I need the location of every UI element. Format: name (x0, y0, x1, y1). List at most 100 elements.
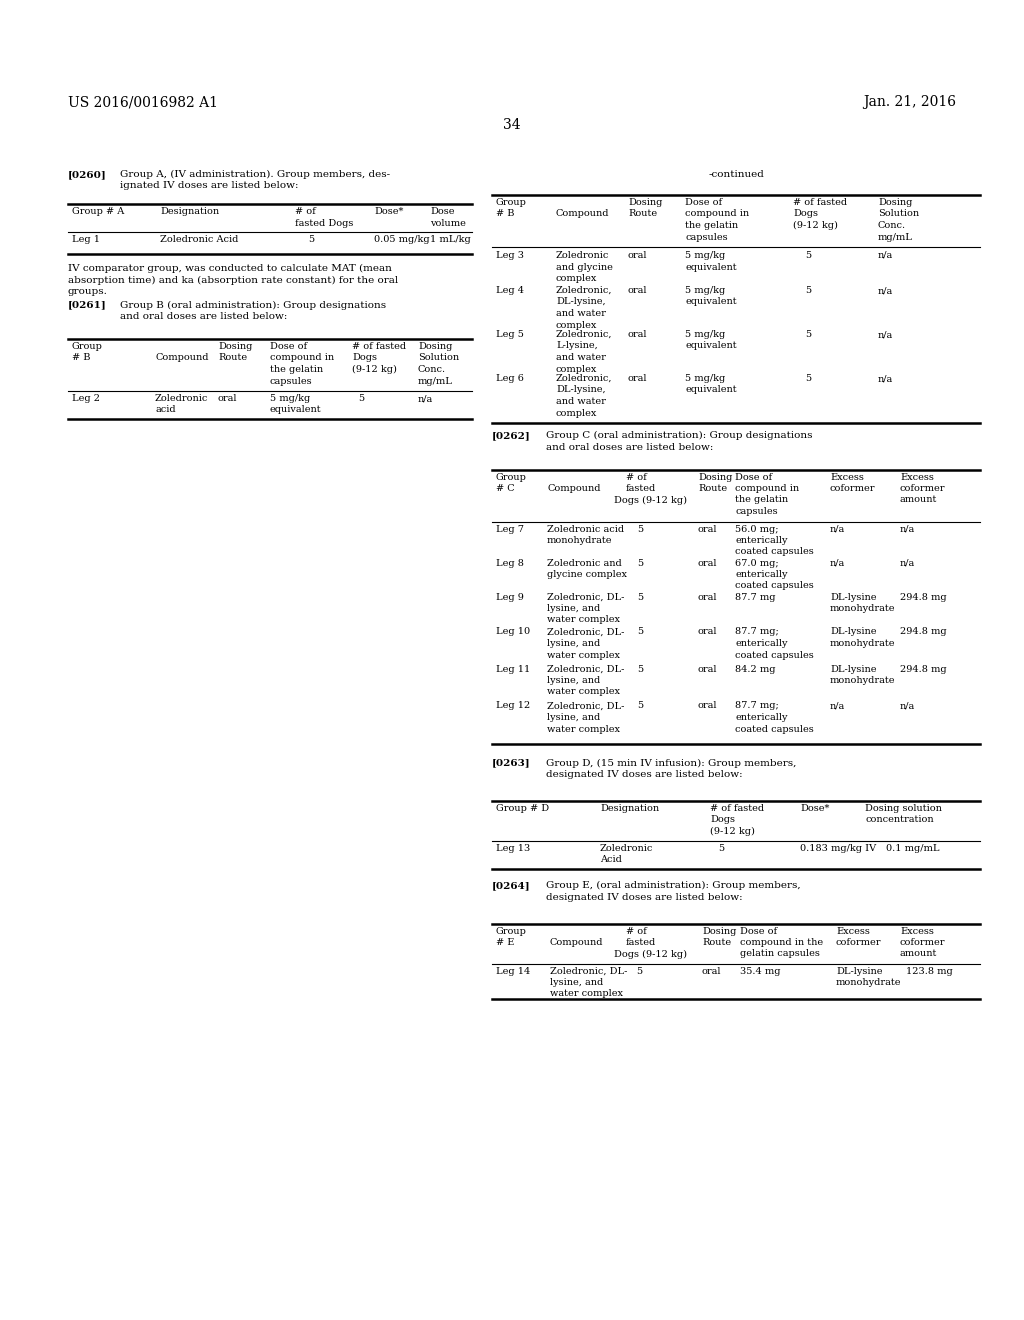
Text: 0.05 mg/kg: 0.05 mg/kg (374, 235, 430, 244)
Text: n/a: n/a (878, 251, 893, 260)
Text: 84.2 mg: 84.2 mg (735, 664, 775, 673)
Text: oral: oral (698, 701, 718, 710)
Text: 5: 5 (636, 966, 642, 975)
Text: n/a: n/a (878, 286, 893, 294)
Text: # of fasted: # of fasted (352, 342, 407, 351)
Text: Dose of: Dose of (735, 473, 772, 482)
Text: 5: 5 (637, 701, 643, 710)
Text: coated capsules: coated capsules (735, 548, 814, 557)
Text: 5: 5 (805, 251, 811, 260)
Text: compound in: compound in (270, 354, 334, 363)
Text: [0264]: [0264] (492, 880, 530, 890)
Text: the gelatin: the gelatin (735, 495, 788, 504)
Text: and water: and water (556, 352, 606, 362)
Text: [0262]: [0262] (492, 432, 530, 440)
Text: Dosing: Dosing (698, 473, 732, 482)
Text: gelatin capsules: gelatin capsules (740, 949, 820, 958)
Text: Compound: Compound (155, 354, 209, 363)
Text: volume: volume (430, 219, 466, 227)
Text: Group D, (15 min IV infusion): Group members,: Group D, (15 min IV infusion): Group mem… (546, 759, 797, 768)
Text: 87.7 mg: 87.7 mg (735, 593, 775, 602)
Text: enterically: enterically (735, 713, 787, 722)
Text: Zoledronic, DL-: Zoledronic, DL- (547, 593, 625, 602)
Text: Dosing: Dosing (878, 198, 912, 207)
Text: water complex: water complex (547, 651, 620, 660)
Text: designated IV doses are listed below:: designated IV doses are listed below: (546, 892, 742, 902)
Text: complex: complex (556, 408, 597, 417)
Text: equivalent: equivalent (270, 405, 322, 414)
Text: capsules: capsules (685, 232, 728, 242)
Text: Zoledronic, DL-: Zoledronic, DL- (550, 966, 628, 975)
Text: coated capsules: coated capsules (735, 725, 814, 734)
Text: coformer: coformer (900, 484, 945, 492)
Text: n/a: n/a (900, 558, 915, 568)
Text: # B: # B (496, 210, 514, 219)
Text: n/a: n/a (878, 374, 893, 383)
Text: oral: oral (628, 286, 647, 294)
Text: Zoledronic: Zoledronic (556, 251, 609, 260)
Text: 5: 5 (637, 664, 643, 673)
Text: Group E, (oral administration): Group members,: Group E, (oral administration): Group me… (546, 880, 801, 890)
Text: fasted: fasted (626, 484, 656, 492)
Text: Group # D: Group # D (496, 804, 549, 813)
Text: Dosing: Dosing (418, 342, 453, 351)
Text: amount: amount (900, 949, 937, 958)
Text: 294.8 mg: 294.8 mg (900, 627, 946, 636)
Text: water complex: water complex (547, 688, 620, 697)
Text: Group # A: Group # A (72, 207, 124, 216)
Text: 67.0 mg;: 67.0 mg; (735, 558, 778, 568)
Text: Leg 6: Leg 6 (496, 374, 524, 383)
Text: groups.: groups. (68, 286, 108, 296)
Text: 87.7 mg;: 87.7 mg; (735, 627, 778, 636)
Text: coformer: coformer (830, 484, 876, 492)
Text: 5: 5 (718, 843, 724, 853)
Text: monohydrate: monohydrate (830, 605, 896, 612)
Text: 1 mL/kg: 1 mL/kg (430, 235, 471, 244)
Text: Dosing solution: Dosing solution (865, 804, 942, 813)
Text: DL-lysine: DL-lysine (830, 593, 877, 602)
Text: 5 mg/kg: 5 mg/kg (685, 330, 725, 339)
Text: Leg 13: Leg 13 (496, 843, 530, 853)
Text: Jan. 21, 2016: Jan. 21, 2016 (863, 95, 956, 110)
Text: Leg 4: Leg 4 (496, 286, 524, 294)
Text: Zoledronic, DL-: Zoledronic, DL- (547, 664, 625, 673)
Text: Compound: Compound (547, 484, 600, 492)
Text: -continued: -continued (708, 170, 764, 180)
Text: Leg 11: Leg 11 (496, 664, 530, 673)
Text: Route: Route (628, 210, 657, 219)
Text: water complex: water complex (550, 990, 623, 998)
Text: oral: oral (628, 251, 647, 260)
Text: 5: 5 (308, 235, 314, 244)
Text: Group C (oral administration): Group designations: Group C (oral administration): Group des… (546, 432, 812, 440)
Text: Dose: Dose (430, 207, 455, 216)
Text: Solution: Solution (878, 210, 920, 219)
Text: Dose*: Dose* (374, 207, 403, 216)
Text: Leg 14: Leg 14 (496, 966, 530, 975)
Text: n/a: n/a (878, 330, 893, 339)
Text: Group: Group (496, 473, 527, 482)
Text: and water: and water (556, 397, 606, 407)
Text: equivalent: equivalent (685, 342, 736, 351)
Text: Solution: Solution (418, 354, 459, 363)
Text: lysine, and: lysine, and (547, 605, 600, 612)
Text: n/a: n/a (830, 524, 845, 533)
Text: Designation: Designation (600, 804, 659, 813)
Text: # of: # of (295, 207, 315, 216)
Text: Dosing: Dosing (218, 342, 252, 351)
Text: and oral doses are listed below:: and oral doses are listed below: (120, 312, 288, 321)
Text: lysine, and: lysine, and (547, 713, 600, 722)
Text: [0260]: [0260] (68, 170, 106, 180)
Text: Leg 12: Leg 12 (496, 701, 530, 710)
Text: monohydrate: monohydrate (830, 639, 896, 648)
Text: 34: 34 (503, 117, 521, 132)
Text: water complex: water complex (547, 725, 620, 734)
Text: Leg 8: Leg 8 (496, 558, 524, 568)
Text: 0.183 mg/kg IV: 0.183 mg/kg IV (800, 843, 877, 853)
Text: Zoledronic, DL-: Zoledronic, DL- (547, 627, 625, 636)
Text: [0261]: [0261] (68, 301, 106, 309)
Text: fasted: fasted (626, 939, 656, 946)
Text: oral: oral (698, 558, 718, 568)
Text: L-lysine,: L-lysine, (556, 342, 598, 351)
Text: designated IV doses are listed below:: designated IV doses are listed below: (546, 770, 742, 779)
Text: 5 mg/kg: 5 mg/kg (270, 393, 310, 403)
